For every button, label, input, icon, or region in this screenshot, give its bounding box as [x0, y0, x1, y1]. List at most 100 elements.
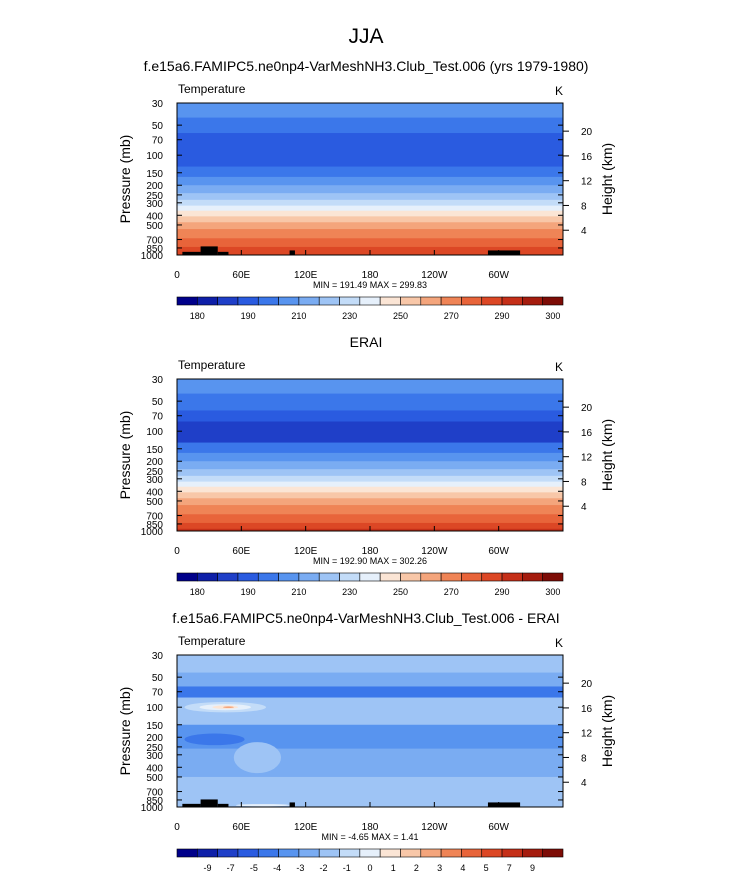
contour-band [177, 672, 563, 688]
colorbar-label: 230 [342, 311, 357, 321]
figure-title: JJA [348, 25, 383, 48]
colorbar-swatch [176, 848, 198, 858]
y-tick-label: 400 [146, 211, 163, 222]
contour-band [177, 238, 563, 248]
contour-band [177, 461, 563, 470]
y-tick-label: 250 [146, 191, 163, 202]
colorbar-swatch [522, 848, 543, 858]
y-tick-label: 70 [152, 688, 164, 699]
topography-mask [182, 251, 201, 255]
contour-band [177, 469, 563, 477]
panel-variable-label: Temperature [178, 358, 246, 372]
panel-title: ERAI [350, 334, 383, 350]
height-tick-label: 16 [581, 704, 593, 715]
y-tick-label: 100 [146, 703, 163, 714]
x-tick-label: 180 [362, 546, 379, 557]
colorbar-swatch [197, 572, 218, 582]
height-tick-label: 12 [581, 177, 593, 188]
contour-band [177, 229, 563, 239]
contour-band [177, 205, 563, 212]
colorbar-swatch [440, 296, 462, 306]
contour-band [177, 103, 563, 119]
colorbar-label: 300 [545, 311, 560, 321]
colorbar-swatch [237, 296, 259, 306]
y-tick-label: 1000 [141, 527, 164, 538]
height-tick-label: 8 [581, 477, 587, 488]
colorbar-swatch [522, 572, 543, 582]
topography-mask [487, 250, 521, 255]
colorbar-swatch [481, 572, 503, 582]
height-tick-label: 20 [581, 127, 593, 138]
colorbar-swatch [318, 848, 340, 858]
colorbar-swatch [197, 296, 218, 306]
height-tick-label: 12 [581, 453, 593, 464]
topography-mask [200, 246, 218, 255]
x-tick-label: 120W [421, 546, 448, 557]
colorbar-label: 190 [241, 311, 256, 321]
y-tick-label: 300 [146, 199, 163, 210]
colorbar-swatch [176, 296, 198, 306]
x-tick-label: 120W [421, 270, 448, 281]
min-max-label: MIN = -4.65 MAX = 1.41 [321, 832, 418, 842]
anomaly-contour [233, 742, 282, 774]
colorbar-label: 7 [507, 863, 512, 872]
colorbar-swatch [359, 296, 381, 306]
x-tick-label: 120W [421, 822, 448, 833]
colorbar-swatch [481, 848, 503, 858]
height-axis-title: Height (km) [599, 143, 615, 215]
y-tick-label: 30 [152, 651, 164, 662]
x-tick-label: 0 [174, 822, 180, 833]
colorbar-swatch [400, 848, 422, 858]
panel-units-label: K [555, 636, 563, 650]
colorbar-label: 180 [190, 587, 205, 597]
y-tick-label: 50 [152, 397, 164, 408]
x-tick-label: 60E [232, 546, 250, 557]
colorbar-swatch [440, 572, 462, 582]
colorbar-label: 230 [342, 587, 357, 597]
contour-band [177, 193, 563, 201]
colorbar-swatch [257, 296, 279, 306]
colorbar-label: -4 [273, 863, 281, 872]
contour-band [177, 216, 563, 223]
y-tick-label: 100 [146, 427, 163, 438]
colorbar-label: 4 [460, 863, 465, 872]
y-tick-label: 200 [146, 733, 163, 744]
colorbar-label: 1 [391, 863, 396, 872]
colorbar-swatch [298, 572, 320, 582]
colorbar-swatch [176, 572, 198, 582]
height-tick-label: 4 [581, 502, 587, 513]
contour-band [177, 117, 563, 134]
colorbar-swatch [542, 296, 564, 306]
colorbar-swatch [379, 572, 401, 582]
colorbar-label: -1 [343, 863, 351, 872]
colorbar-label: 290 [495, 587, 510, 597]
colorbar-swatch [339, 572, 361, 582]
colorbar-label: 300 [545, 587, 560, 597]
height-tick-label: 20 [581, 679, 593, 690]
contour-band [177, 481, 563, 488]
colorbar-label: 290 [495, 311, 510, 321]
colorbar-swatch [339, 296, 361, 306]
x-tick-label: 60W [488, 546, 509, 557]
colorbar-swatch [440, 848, 462, 858]
contour-band [177, 185, 563, 194]
colorbar-swatch [379, 296, 401, 306]
x-tick-label: 60E [232, 822, 250, 833]
topography-mask [182, 803, 201, 807]
colorbar-label: 250 [393, 587, 408, 597]
y-tick-label: 30 [152, 375, 164, 386]
colorbar-swatch [278, 296, 300, 306]
x-tick-label: 60E [232, 270, 250, 281]
topography-mask [217, 251, 229, 255]
height-tick-label: 4 [581, 778, 587, 789]
y-tick-label: 200 [146, 457, 163, 468]
y-tick-label: 150 [146, 721, 163, 732]
panel-title: f.e15a6.FAMIPC5.ne0np4-VarMeshNH3.Club_T… [144, 58, 589, 74]
y-tick-label: 700 [146, 512, 163, 523]
colorbar-swatch [318, 572, 340, 582]
colorbar-swatch [501, 296, 523, 306]
colorbar-label: 270 [444, 587, 459, 597]
y-tick-label: 1000 [141, 803, 164, 814]
colorbar-swatch [542, 848, 564, 858]
panel-units-label: K [555, 84, 563, 98]
